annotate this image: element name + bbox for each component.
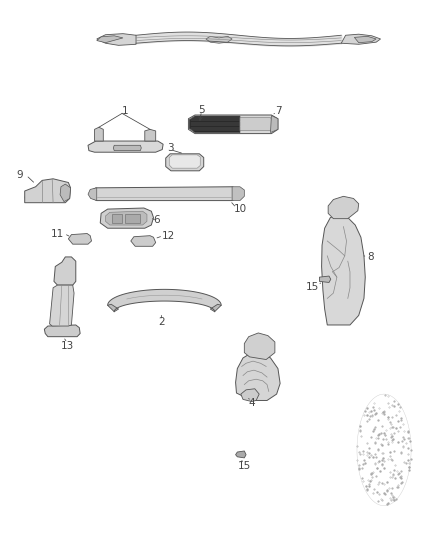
Polygon shape <box>113 146 141 151</box>
Ellipse shape <box>25 193 35 201</box>
Text: 7: 7 <box>275 106 281 116</box>
Polygon shape <box>131 236 155 246</box>
Polygon shape <box>60 184 71 201</box>
Text: 4: 4 <box>248 398 255 408</box>
Polygon shape <box>90 187 239 200</box>
Polygon shape <box>145 130 155 141</box>
Polygon shape <box>112 214 122 223</box>
Polygon shape <box>210 304 221 312</box>
Polygon shape <box>166 154 204 171</box>
Polygon shape <box>88 188 97 200</box>
Polygon shape <box>271 116 278 133</box>
Polygon shape <box>100 208 153 228</box>
Polygon shape <box>232 187 244 200</box>
Text: 15: 15 <box>238 461 251 471</box>
Polygon shape <box>236 451 246 458</box>
Text: 15: 15 <box>306 282 319 292</box>
Polygon shape <box>68 233 92 244</box>
Polygon shape <box>319 276 331 282</box>
Polygon shape <box>244 333 275 360</box>
Polygon shape <box>108 289 221 312</box>
Text: 2: 2 <box>158 317 165 327</box>
Text: 3: 3 <box>167 143 173 153</box>
Polygon shape <box>354 36 376 43</box>
Polygon shape <box>189 116 240 133</box>
Text: 12: 12 <box>162 231 175 241</box>
Polygon shape <box>188 115 278 134</box>
Text: 1: 1 <box>122 106 128 116</box>
Text: 5: 5 <box>198 104 205 115</box>
Polygon shape <box>25 179 71 203</box>
Text: 9: 9 <box>16 170 23 180</box>
Polygon shape <box>97 34 136 45</box>
Polygon shape <box>125 214 140 223</box>
Polygon shape <box>328 196 359 219</box>
Polygon shape <box>54 257 76 285</box>
Polygon shape <box>321 214 365 325</box>
Polygon shape <box>206 36 232 43</box>
Polygon shape <box>44 325 80 337</box>
Text: 11: 11 <box>51 229 64 239</box>
Polygon shape <box>240 118 276 131</box>
Polygon shape <box>236 353 280 400</box>
Polygon shape <box>106 211 147 225</box>
Polygon shape <box>241 389 259 401</box>
Polygon shape <box>95 127 103 141</box>
Text: 6: 6 <box>154 215 160 225</box>
Polygon shape <box>49 285 74 326</box>
Text: 13: 13 <box>61 341 74 351</box>
Polygon shape <box>108 304 119 312</box>
Text: 10: 10 <box>233 204 247 214</box>
Polygon shape <box>88 141 163 152</box>
Polygon shape <box>97 36 123 43</box>
Polygon shape <box>169 155 200 168</box>
Polygon shape <box>341 34 381 44</box>
Text: 8: 8 <box>367 252 374 262</box>
